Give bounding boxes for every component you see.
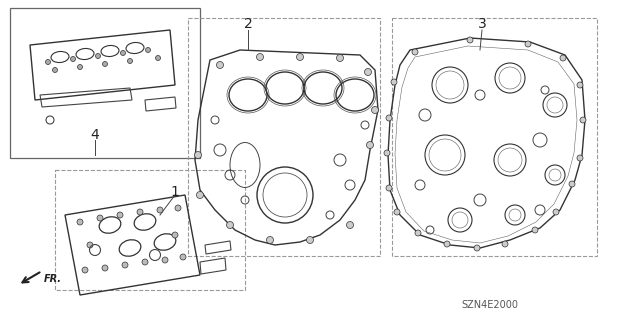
Circle shape (196, 191, 204, 198)
Circle shape (394, 209, 400, 215)
Circle shape (532, 227, 538, 233)
Circle shape (162, 257, 168, 263)
Circle shape (577, 155, 583, 161)
Text: 1: 1 (171, 185, 179, 199)
Circle shape (145, 48, 150, 53)
Circle shape (117, 212, 123, 218)
Circle shape (580, 117, 586, 123)
Text: 2: 2 (244, 17, 252, 31)
Circle shape (386, 115, 392, 121)
Circle shape (102, 265, 108, 271)
Circle shape (156, 56, 161, 61)
Circle shape (569, 181, 575, 187)
Circle shape (120, 50, 125, 56)
Circle shape (180, 254, 186, 260)
Circle shape (52, 68, 58, 72)
Circle shape (553, 209, 559, 215)
Circle shape (77, 64, 83, 70)
Circle shape (122, 262, 128, 268)
Circle shape (257, 54, 264, 61)
Circle shape (386, 185, 392, 191)
Circle shape (216, 62, 223, 69)
Circle shape (391, 79, 397, 85)
Circle shape (102, 62, 108, 66)
Circle shape (157, 207, 163, 213)
Circle shape (137, 209, 143, 215)
Circle shape (444, 241, 450, 247)
Circle shape (346, 221, 353, 228)
Text: SZN4E2000: SZN4E2000 (461, 300, 518, 310)
Circle shape (367, 142, 374, 149)
Circle shape (87, 242, 93, 248)
Circle shape (77, 219, 83, 225)
Circle shape (95, 54, 100, 58)
Circle shape (82, 267, 88, 273)
Circle shape (172, 232, 178, 238)
Circle shape (45, 60, 51, 64)
Bar (392, 18, 597, 256)
Circle shape (296, 54, 303, 61)
Circle shape (415, 230, 421, 236)
Circle shape (577, 82, 583, 88)
Circle shape (175, 205, 181, 211)
Circle shape (127, 58, 132, 63)
Circle shape (97, 215, 103, 221)
Circle shape (307, 236, 314, 243)
Circle shape (365, 69, 371, 76)
Circle shape (412, 49, 418, 55)
Circle shape (227, 221, 234, 228)
Circle shape (371, 107, 378, 114)
Circle shape (502, 241, 508, 247)
Text: 3: 3 (477, 17, 486, 31)
Circle shape (474, 245, 480, 251)
Circle shape (266, 236, 273, 243)
Circle shape (560, 55, 566, 61)
Bar (55, 170, 245, 290)
Text: FR.: FR. (44, 274, 62, 284)
Circle shape (384, 150, 390, 156)
Circle shape (142, 259, 148, 265)
Circle shape (195, 152, 202, 159)
Text: 4: 4 (91, 128, 99, 142)
Circle shape (337, 55, 344, 62)
Circle shape (70, 56, 76, 62)
Bar (10, 8, 200, 158)
Circle shape (467, 37, 473, 43)
Bar (188, 18, 380, 256)
Circle shape (525, 41, 531, 47)
